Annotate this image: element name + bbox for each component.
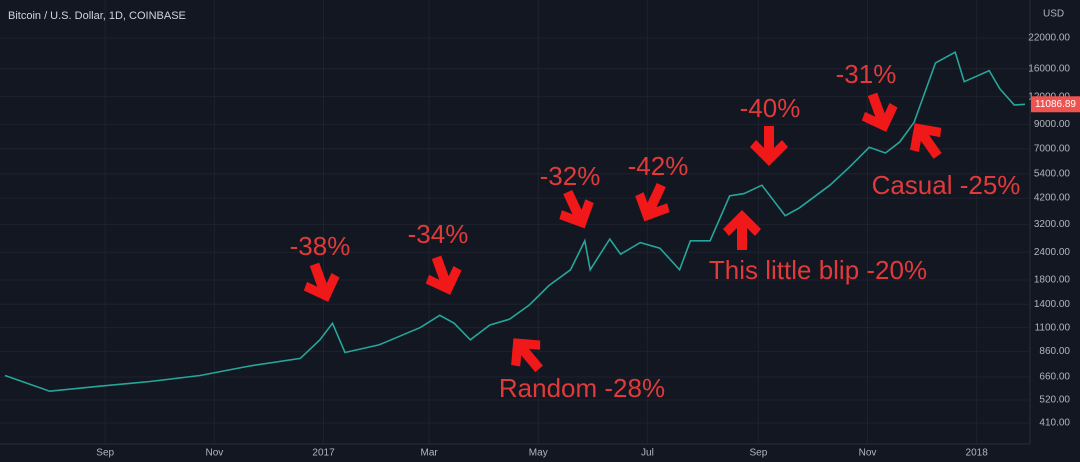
y-tick-label: 22000.00 xyxy=(1028,33,1070,44)
last-price-box xyxy=(1031,96,1080,113)
annotation: Casual -25% xyxy=(872,170,1021,200)
annotation: -42% xyxy=(628,151,689,181)
x-tick-label: May xyxy=(529,448,548,459)
annotation: -34% xyxy=(408,219,469,249)
grid xyxy=(0,0,1030,444)
x-tick-label: Sep xyxy=(96,448,114,459)
annotation: -40% xyxy=(740,93,801,123)
annotation: This little blip -20% xyxy=(709,255,927,285)
x-tick-label: Nov xyxy=(859,448,877,459)
plot xyxy=(4,51,1026,393)
y-tick-label: 520.00 xyxy=(1039,395,1070,406)
annotations: -38% -34% -32% -42% -40% -31% Casual -25% This … xyxy=(290,59,1021,403)
y-tick-label: 860.00 xyxy=(1039,346,1070,357)
x-tick-label: 2017 xyxy=(312,448,335,459)
x-tick-label: Jul xyxy=(641,448,654,459)
y-tick-label: 1400.00 xyxy=(1034,299,1071,310)
y-tick-label: 9000.00 xyxy=(1034,119,1071,130)
y-tick-label: 1800.00 xyxy=(1034,275,1071,286)
annotation: -38% xyxy=(290,231,351,261)
annotation: -31% xyxy=(836,59,897,89)
annotation: -32% xyxy=(540,161,601,191)
y-tick-label: 5400.00 xyxy=(1034,168,1071,179)
annotation: Random -28% xyxy=(499,373,665,403)
y-tick-label: 410.00 xyxy=(1039,418,1070,429)
y-tick-label: 4200.00 xyxy=(1034,193,1071,204)
price-line xyxy=(4,51,1026,393)
x-tick-label: Nov xyxy=(205,448,223,459)
currency: USD xyxy=(1043,9,1064,20)
last-price-label: 11086.89 xyxy=(1035,99,1076,110)
y-tick-label: 2400.00 xyxy=(1034,247,1071,258)
x-tick-label: Sep xyxy=(749,448,767,459)
y-tick-label: 1100.00 xyxy=(1035,322,1071,333)
y-tick-label: 7000.00 xyxy=(1034,143,1071,154)
y-tick-label: 3200.00 xyxy=(1034,219,1071,230)
x-tick-label: Mar xyxy=(420,448,438,459)
y-tick-label: 16000.00 xyxy=(1028,63,1070,74)
y-tick-label: 660.00 xyxy=(1039,372,1070,383)
x-tick-label: 2018 xyxy=(966,448,989,459)
chart-title: Bitcoin / U.S. Dollar, 1D, COINBASE xyxy=(8,10,186,22)
